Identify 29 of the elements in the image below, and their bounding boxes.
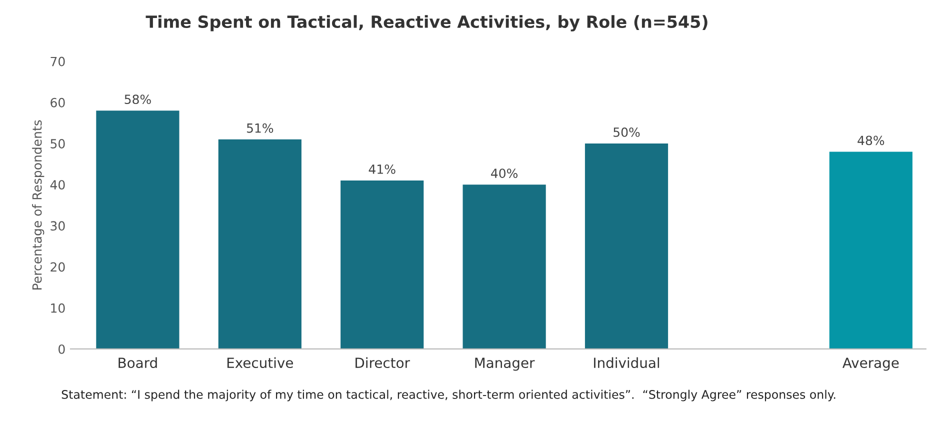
data-label: 51% xyxy=(246,123,274,133)
bar xyxy=(584,144,668,349)
x-tick-label: Executive xyxy=(227,357,293,368)
x-tick-label: Board xyxy=(118,357,157,368)
y-tick-label: 50 xyxy=(50,138,65,148)
data-label: 50% xyxy=(614,127,640,137)
x-tick-label: Average xyxy=(842,358,899,371)
x-tick-label: Manager xyxy=(475,358,535,371)
bar xyxy=(829,152,912,349)
data-label: 48% xyxy=(858,136,884,146)
data-label: 41% xyxy=(368,164,396,174)
bar xyxy=(96,110,180,349)
bar xyxy=(340,180,424,349)
x-tick-label: Individual xyxy=(594,357,660,368)
y-tick-label: 30 xyxy=(50,221,65,231)
bar xyxy=(462,184,546,349)
y-tick-label: 0 xyxy=(58,344,65,354)
y-tick-label: 60 xyxy=(50,98,65,108)
y-tick-label: 10 xyxy=(51,303,65,313)
x-tick-label: Director xyxy=(356,357,410,368)
data-label: 40% xyxy=(491,168,518,178)
text: Statement: “I spend the majority of my time on tactical, reactive, short-term oriented activities”. “Strongly Agree” responses only. xyxy=(62,390,836,402)
y-axis-title: Percentage of Respondents xyxy=(32,120,44,290)
y-tick-label: 70 xyxy=(50,56,65,66)
y-tick-label: 20 xyxy=(50,262,65,272)
data-label: 58% xyxy=(124,94,151,104)
chart-title: Time Spent on Tactical, Reactive Activities, by Role (n=545) xyxy=(146,15,708,32)
y-tick-label: 40 xyxy=(50,180,65,190)
bar xyxy=(218,139,302,349)
